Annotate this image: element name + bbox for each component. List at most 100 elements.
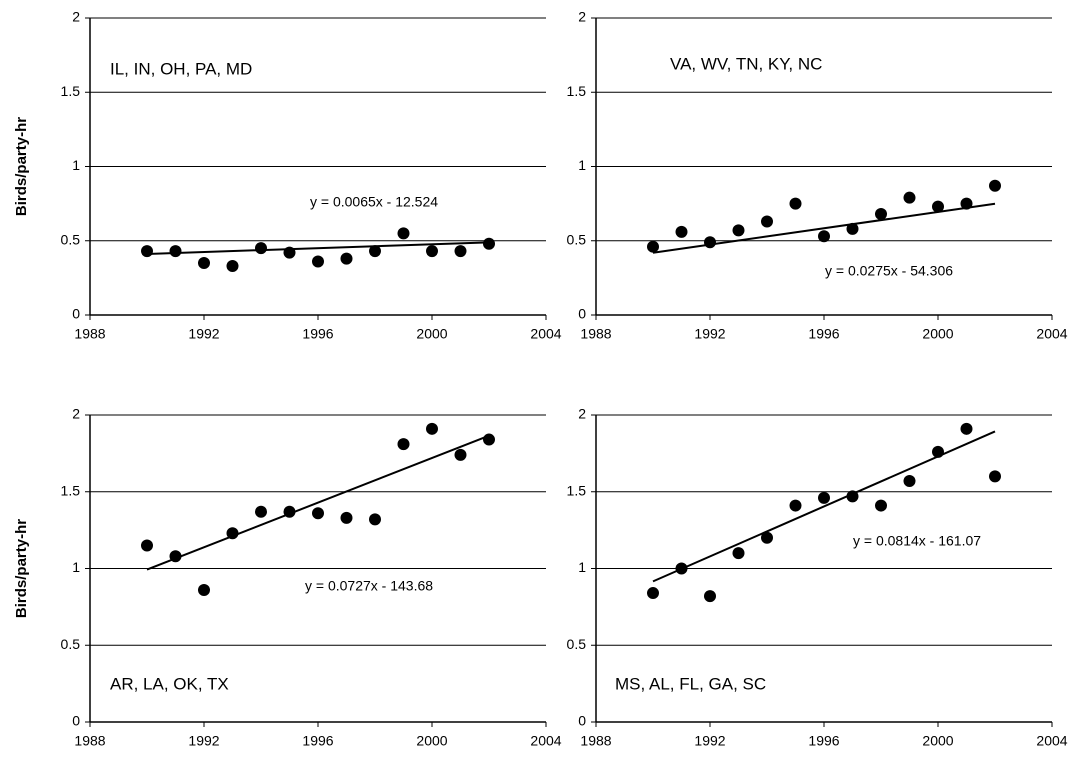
x-tick-label: 1988: [74, 326, 105, 342]
data-point: [426, 245, 438, 258]
data-point: [369, 513, 381, 526]
data-point: [340, 511, 353, 524]
data-point: [903, 475, 916, 488]
data-point: [255, 242, 267, 255]
x-tick-label: 1988: [580, 326, 611, 342]
data-point: [283, 505, 296, 518]
y-tick-label: 0: [72, 713, 80, 729]
data-point: [818, 230, 830, 243]
data-point: [875, 208, 887, 221]
data-point: [875, 499, 887, 512]
data-point: [932, 200, 944, 213]
data-point: [789, 197, 802, 210]
x-tick-label: 2000: [922, 733, 953, 749]
data-point: [312, 507, 324, 520]
x-tick-label: 2004: [530, 326, 561, 342]
data-point: [483, 237, 495, 250]
data-point: [818, 491, 830, 504]
x-tick-label: 1996: [302, 326, 333, 342]
data-point: [647, 587, 659, 600]
data-point: [255, 505, 267, 518]
data-point: [960, 422, 973, 435]
data-point: [226, 527, 239, 540]
x-tick-label: 1988: [580, 733, 611, 749]
data-point: [340, 252, 353, 265]
panel-title: IL, IN, OH, PA, MD: [110, 59, 252, 78]
data-point: [483, 433, 495, 446]
y-tick-label: 2: [72, 406, 80, 422]
data-point: [761, 215, 773, 228]
panel-title: VA, WV, TN, KY, NC: [670, 54, 822, 73]
data-point: [454, 245, 467, 258]
y-tick-label: 1.5: [567, 83, 587, 99]
x-tick-label: 1992: [694, 733, 725, 749]
y-tick-label: 2: [72, 9, 80, 25]
data-point: [675, 225, 688, 238]
x-tick-label: 1992: [188, 326, 219, 342]
trendline: [146, 434, 490, 571]
x-tick-label: 1988: [74, 733, 105, 749]
data-point: [312, 255, 324, 268]
y-tick-label: 0.5: [567, 231, 587, 247]
x-tick-label: 1996: [302, 733, 333, 749]
y-tick-label: 2: [578, 9, 586, 25]
data-point: [732, 224, 745, 237]
data-point: [454, 448, 467, 461]
trendline: [652, 202, 996, 254]
y-tick-label: 1: [578, 559, 586, 575]
data-point: [989, 470, 1001, 483]
y-tick-label: 1.5: [61, 83, 81, 99]
x-tick-label: 1992: [694, 326, 725, 342]
y-axis-label: Birds/party-hr: [13, 519, 30, 618]
x-tick-label: 2004: [1036, 733, 1067, 749]
data-point: [169, 550, 182, 563]
y-tick-label: 0: [72, 306, 80, 322]
data-point: [169, 245, 182, 258]
data-point: [704, 590, 716, 603]
trendline-equation: y = 0.0814x - 161.07: [853, 533, 981, 549]
x-tick-label: 2000: [416, 326, 447, 342]
data-point: [198, 257, 210, 270]
data-point: [989, 179, 1001, 192]
y-tick-label: 0.5: [567, 636, 587, 652]
data-point: [198, 583, 210, 596]
trendline: [146, 241, 490, 255]
y-tick-label: 1: [72, 157, 80, 173]
y-tick-label: 0: [578, 306, 586, 322]
x-tick-label: 2004: [530, 733, 561, 749]
data-point: [846, 222, 859, 235]
data-point: [141, 245, 153, 258]
data-point: [397, 438, 410, 451]
y-axis-label: Birds/party-hr: [13, 117, 30, 216]
data-point: [704, 236, 716, 249]
trendline-equation: y = 0.0727x - 143.68: [305, 578, 433, 594]
y-tick-label: 1.5: [61, 482, 81, 498]
data-point: [789, 499, 802, 512]
trendline-equation: y = 0.0275x - 54.306: [825, 263, 953, 279]
x-tick-label: 2004: [1036, 326, 1067, 342]
y-tick-label: 0: [578, 713, 586, 729]
data-point: [397, 227, 410, 240]
x-tick-label: 2000: [922, 326, 953, 342]
data-point: [846, 490, 859, 503]
data-point: [960, 197, 973, 210]
data-point: [675, 562, 688, 575]
x-tick-label: 1996: [808, 733, 839, 749]
y-tick-label: 1: [72, 559, 80, 575]
y-tick-label: 1: [578, 157, 586, 173]
trendline-equation: y = 0.0065x - 12.524: [310, 194, 438, 210]
y-tick-label: 1.5: [567, 482, 587, 498]
data-point: [426, 422, 438, 435]
data-point: [761, 531, 773, 544]
data-point: [647, 240, 659, 253]
trendline: [652, 430, 996, 583]
x-tick-label: 1996: [808, 326, 839, 342]
data-point: [903, 191, 916, 204]
data-point: [932, 445, 944, 458]
data-point: [283, 246, 296, 259]
data-point: [226, 259, 239, 272]
data-point: [369, 245, 381, 258]
data-point: [141, 539, 153, 552]
x-tick-label: 2000: [416, 733, 447, 749]
